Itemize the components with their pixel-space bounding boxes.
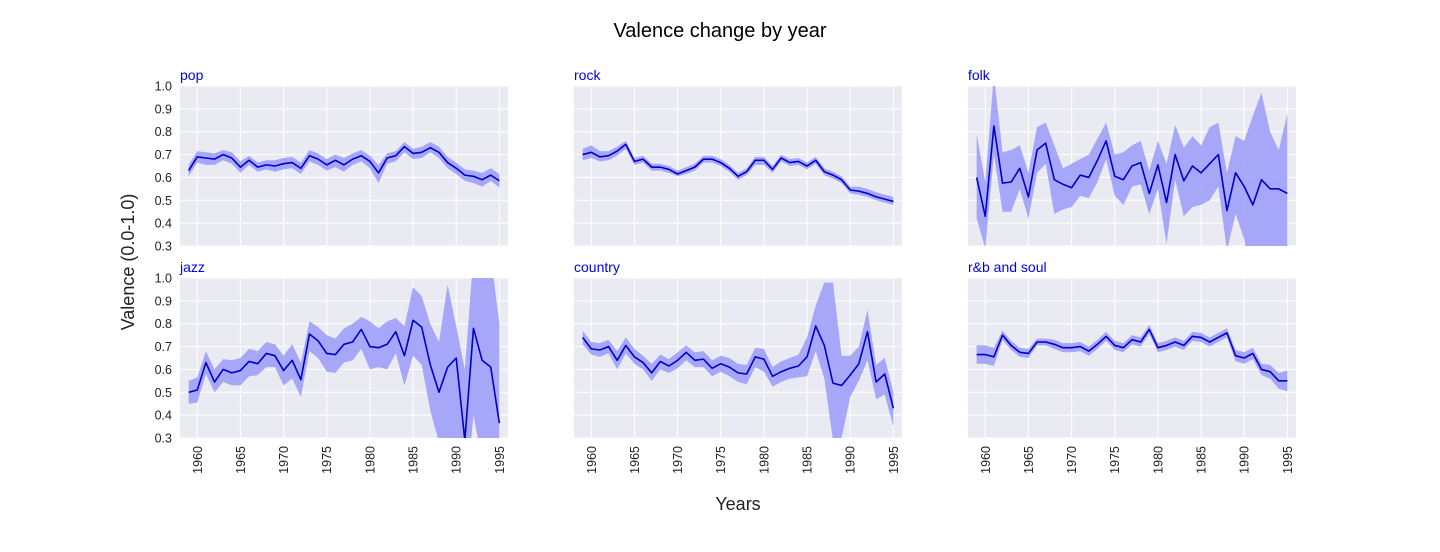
series-line-folk bbox=[975, 125, 1288, 218]
x-tick-label: 1960 bbox=[979, 446, 993, 474]
x-tick-label: 1985 bbox=[407, 446, 421, 474]
panel-title: country bbox=[574, 259, 620, 275]
plot-area bbox=[574, 86, 902, 246]
x-tick-label: 1960 bbox=[191, 446, 205, 474]
y-tick-label: 0.7 bbox=[155, 148, 172, 162]
y-axis-label: Valence (0.0-1.0) bbox=[118, 194, 138, 331]
x-tick-label: 1965 bbox=[234, 446, 248, 474]
panel-rock: rock bbox=[574, 67, 902, 247]
x-tick-label: 1975 bbox=[1108, 446, 1122, 474]
y-tick-label: 0.6 bbox=[155, 363, 172, 377]
y-tick-label: 0.5 bbox=[155, 386, 172, 400]
panel-title: r&b and soul bbox=[968, 259, 1047, 275]
y-tick-label: 0.8 bbox=[155, 317, 172, 331]
x-tick-label: 1970 bbox=[1065, 446, 1079, 474]
x-tick-label: 1990 bbox=[1238, 446, 1252, 474]
panel-title: pop bbox=[180, 67, 204, 83]
y-tick-label: 0.4 bbox=[155, 217, 172, 231]
x-tick-label: 1995 bbox=[1281, 446, 1295, 474]
y-tick-label: 1.0 bbox=[155, 272, 172, 286]
x-tick-label: 1990 bbox=[450, 446, 464, 474]
y-tick-label: 0.8 bbox=[155, 125, 172, 139]
series-line-pop bbox=[187, 145, 500, 182]
series-line-country bbox=[581, 325, 895, 409]
panel-title: folk bbox=[968, 67, 991, 83]
confidence-band-country bbox=[582, 282, 894, 438]
x-tick-label: 1985 bbox=[1195, 446, 1209, 474]
panel-pop: pop 0.3 0.4 0.5 0.6 0.7 0.8 0.9 1.0 bbox=[155, 67, 508, 254]
y-tick-label: 0.9 bbox=[155, 102, 172, 116]
x-tick-label: 1980 bbox=[1151, 446, 1165, 474]
series-line-jazz bbox=[188, 319, 501, 438]
figure-title: Valence change by year bbox=[613, 20, 826, 42]
x-tick-label: 1970 bbox=[277, 446, 291, 474]
y-tick-label: 0.3 bbox=[155, 240, 172, 254]
y-tick-label: 0.5 bbox=[155, 194, 172, 208]
x-tick-label: 1965 bbox=[1022, 446, 1036, 474]
x-tick-label: 1960 bbox=[585, 446, 599, 474]
x-tick-label: 1980 bbox=[363, 446, 377, 474]
panel-r-b-and-soul: r&b and soul 1960 1965 1970 1975 1980 1985 1990… bbox=[968, 259, 1296, 474]
x-tick-label: 1965 bbox=[628, 446, 642, 474]
confidence-band-jazz bbox=[188, 278, 500, 438]
panel-title: rock bbox=[574, 67, 601, 83]
series-line-r-b-and-soul bbox=[976, 328, 1288, 382]
y-tick-label: 0.6 bbox=[155, 171, 172, 185]
confidence-band-rock bbox=[582, 140, 894, 205]
y-tick-label: 0.3 bbox=[155, 432, 172, 446]
panel-folk: folk bbox=[968, 67, 1296, 247]
x-tick-label: 1995 bbox=[493, 446, 507, 474]
x-tick-label: 1975 bbox=[320, 446, 334, 474]
x-axis-label: Years bbox=[715, 494, 760, 514]
x-tick-label: 1975 bbox=[714, 446, 728, 474]
x-tick-label: 1995 bbox=[887, 446, 901, 474]
x-tick-label: 1980 bbox=[757, 446, 771, 474]
subplot-grid: pop 0.3 0.4 0.5 0.6 0.7 0.8 0.9 1.0 rock folk jazz 0… bbox=[155, 67, 1296, 474]
y-tick-label: 0.9 bbox=[155, 294, 172, 308]
panel-jazz: jazz 0.3 0.4 0.5 0.6 0.7 0.8 0.9 1.0 1960 1965 1970… bbox=[155, 259, 508, 474]
x-tick-label: 1990 bbox=[844, 446, 858, 474]
series-line-rock bbox=[582, 143, 894, 203]
panel-country: country 1960 1965 1970 1975 1980 1985 1990 1995 bbox=[574, 259, 902, 474]
panel-title: jazz bbox=[179, 259, 205, 275]
y-tick-label: 1.0 bbox=[155, 80, 172, 94]
y-tick-label: 0.4 bbox=[155, 409, 172, 423]
x-tick-label: 1970 bbox=[671, 446, 685, 474]
x-tick-label: 1985 bbox=[801, 446, 815, 474]
y-tick-label: 0.7 bbox=[155, 340, 172, 354]
